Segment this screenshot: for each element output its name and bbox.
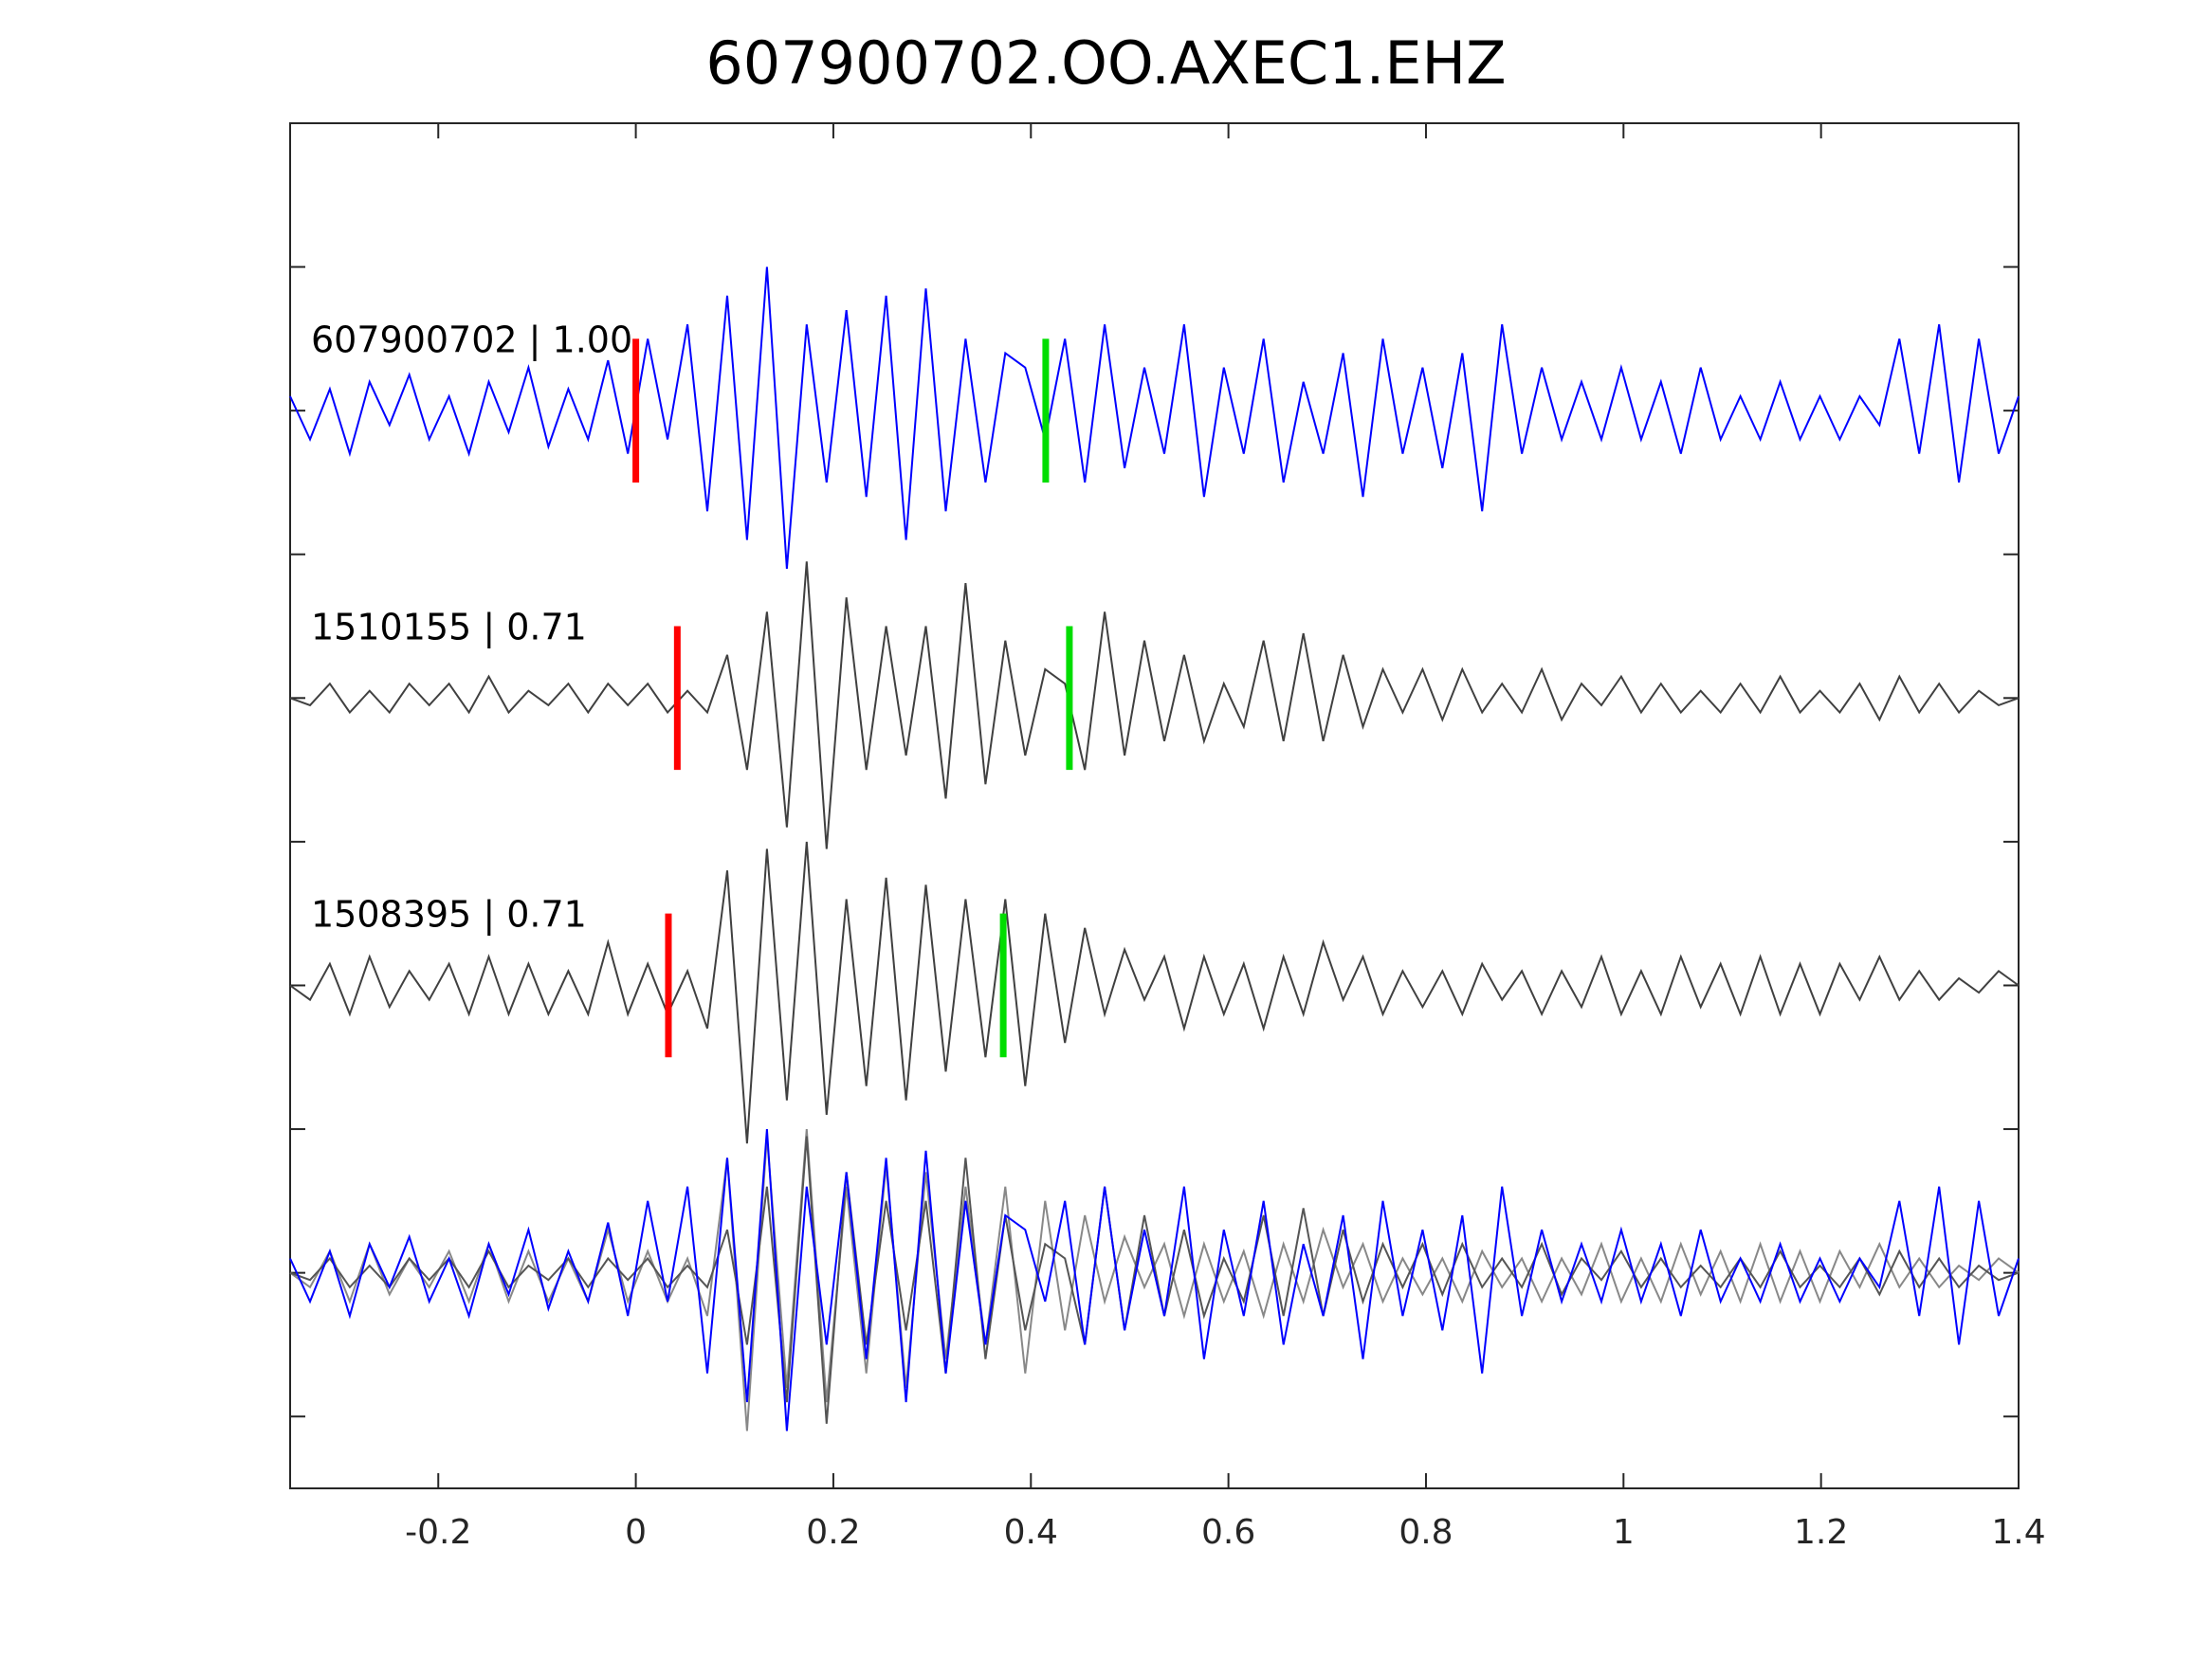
x-tick-label: 0.6 (1201, 1513, 1255, 1552)
x-tick-label: 1.4 (1991, 1513, 2045, 1552)
trace-607900702 (289, 266, 2020, 569)
overlay-trace-1510155 (289, 1136, 2020, 1424)
x-tick-label: 0.8 (1398, 1513, 1453, 1552)
trace-1510155 (289, 561, 2020, 849)
overlay-trace-607900702 (289, 1129, 2020, 1431)
x-tick-label: 0.4 (1004, 1513, 1058, 1552)
x-tick-label: 1 (1613, 1513, 1635, 1552)
x-tick-label: 0.2 (806, 1513, 860, 1552)
trace-label: 1510155 | 0.71 (311, 607, 587, 649)
x-tick-label: 0 (625, 1513, 647, 1552)
trace-label: 1508395 | 0.71 (311, 894, 587, 937)
chart-title: 607900702.OO.AXEC1.EHZ (705, 28, 1507, 98)
trace-label: 607900702 | 1.00 (311, 319, 632, 361)
trace-1508395 (289, 841, 2020, 1144)
x-tick-label: 1.2 (1794, 1513, 1848, 1552)
x-tick-label: -0.2 (405, 1513, 471, 1552)
